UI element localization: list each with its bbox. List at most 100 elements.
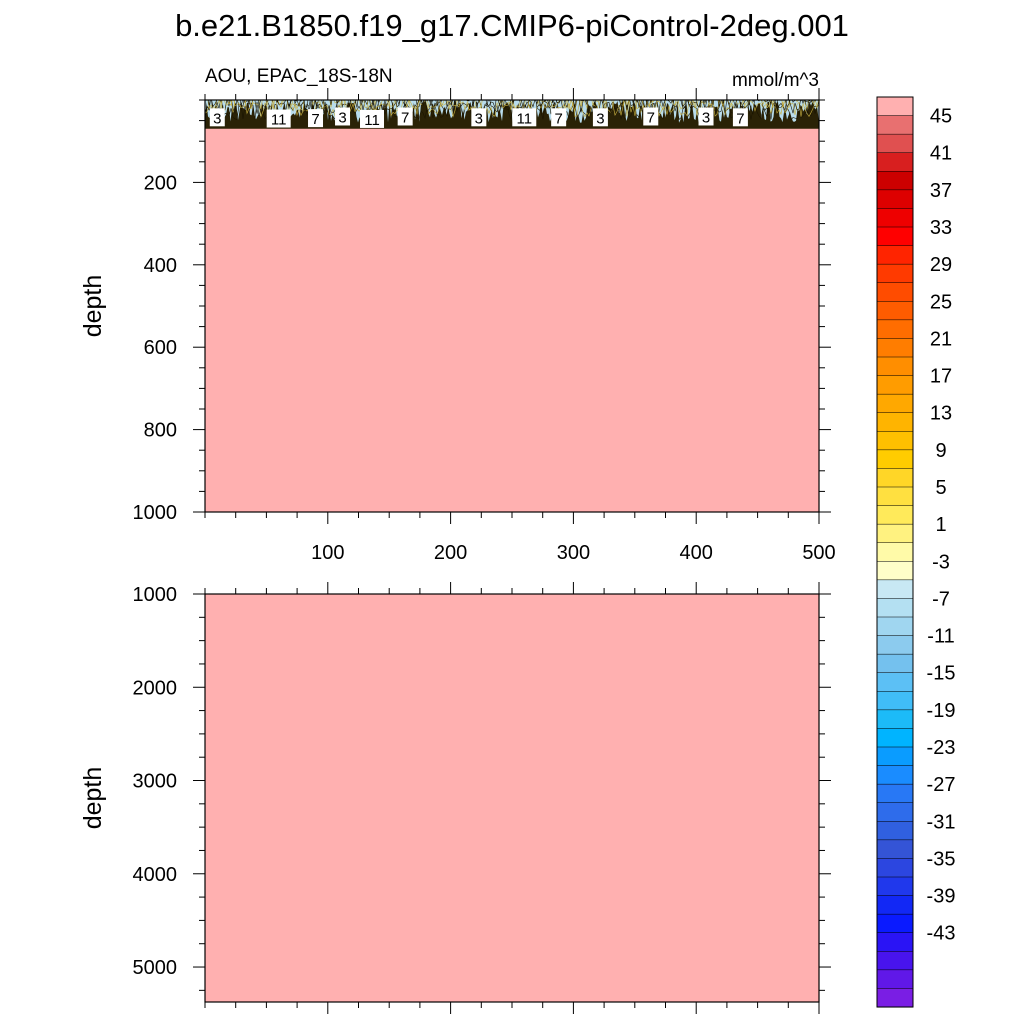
- colorbar-swatch: [876, 561, 914, 581]
- colorbar-swatch: [876, 969, 914, 989]
- colorbar-swatch: [876, 115, 914, 135]
- contour-label: 11: [512, 108, 537, 127]
- contour-label: 7: [732, 108, 748, 127]
- colorbar-label: 45: [930, 106, 952, 128]
- colorbar-label: 17: [930, 366, 952, 388]
- contour-label: 7: [643, 107, 659, 126]
- lower-ylabel: depth: [79, 767, 107, 830]
- contour-label-text: 11: [271, 112, 287, 129]
- colorbar-swatch: [876, 542, 914, 562]
- colorbar-label: 41: [930, 143, 952, 165]
- contour-labels: 3 11 7 3 11 7 3 11 7 3 7 3 7: [209, 107, 748, 129]
- contour-label-text: 7: [736, 110, 744, 127]
- colorbar-swatch: [876, 653, 914, 674]
- colorbar-label: 13: [930, 403, 952, 425]
- colorbar-label: -43: [927, 923, 956, 945]
- upper-left-label: AOU, EPAC_18S-18N: [205, 66, 393, 87]
- upper-axes: 100 200 300 400 500 200 400 600 800 1000: [133, 88, 836, 564]
- colorbar-swatch: [876, 189, 914, 209]
- colorbar-label: 1: [935, 514, 946, 536]
- y-tick-label: 600: [144, 337, 177, 359]
- colorbar-swatch: [876, 691, 914, 711]
- contour-label: 7: [551, 108, 567, 127]
- lower-axes: 1000 2000 3000 4000 5000: [133, 582, 831, 1014]
- contour-label: 3: [209, 108, 225, 127]
- colorbar-swatch: [876, 728, 914, 748]
- contour-label: 3: [698, 107, 714, 126]
- contour-label-text: 11: [516, 110, 532, 127]
- y-tick-label: 1000: [133, 584, 178, 606]
- colorbar-swatch: [876, 393, 914, 414]
- contour-label: 7: [397, 107, 413, 126]
- colorbar-swatch: [876, 579, 914, 599]
- y-tick-label: 1000: [133, 502, 178, 524]
- colorbar-swatch: [876, 988, 914, 1008]
- upper-field: [205, 100, 819, 512]
- contour-label: 3: [335, 107, 351, 126]
- upper-right-label: mmol/m^3: [732, 70, 819, 91]
- contour-label: 3: [592, 108, 608, 127]
- figure-title: b.e21.B1850.f19_g17.CMIP6-piControl-2deg…: [175, 8, 849, 43]
- colorbar-swatch: [876, 301, 914, 321]
- colorbar-swatch: [876, 709, 914, 729]
- contour-line: [205, 100, 816, 109]
- colorbar-swatch: [876, 412, 914, 432]
- colorbar-swatch: [876, 468, 914, 488]
- colorbar-swatch: [876, 598, 914, 618]
- colorbar-label: -3: [932, 551, 950, 573]
- contour-label: 11: [266, 109, 291, 129]
- colorbar-swatch: [876, 449, 914, 469]
- colorbar-swatch: [876, 858, 914, 878]
- colorbar-label: 29: [930, 254, 952, 276]
- colorbar-swatch: [876, 245, 914, 265]
- colorbar-swatch: [876, 152, 914, 172]
- surface-contour-band: [205, 100, 819, 129]
- contour-label-text: 3: [213, 110, 221, 127]
- colorbar-label: -27: [927, 774, 956, 796]
- y-tick-label: 4000: [133, 864, 178, 886]
- contour-label-text: 7: [554, 110, 562, 127]
- lower-panel: 1000 2000 3000 4000 5000 depth: [79, 582, 831, 1014]
- y-tick-label: 200: [144, 172, 177, 194]
- colorbar-label: -7: [932, 588, 950, 610]
- colorbar: 45 41 37 33 29 25 21 17 13 9 5 1 -3 -7 -11 -15 -19 -23 -27…: [876, 96, 956, 1008]
- colorbar-swatch: [876, 486, 914, 507]
- colorbar-swatch: [876, 746, 914, 767]
- colorbar-swatch: [876, 932, 914, 952]
- colorbar-swatch: [876, 171, 914, 191]
- contour-line: [205, 100, 819, 112]
- colorbar-swatch: [876, 263, 914, 284]
- colorbar-swatch: [876, 319, 914, 339]
- colorbar-swatch: [876, 431, 914, 451]
- colorbar-swatch: [876, 133, 914, 154]
- colorbar-swatch: [876, 96, 914, 117]
- colorbar-label: -15: [927, 663, 956, 685]
- colorbar-swatch: [876, 635, 914, 655]
- x-tick-label: 300: [557, 542, 590, 564]
- contour-label-text: 11: [364, 112, 380, 129]
- y-tick-label: 2000: [133, 677, 178, 699]
- surface-contour-fill: [205, 100, 819, 129]
- colorbar-label: 9: [935, 440, 946, 462]
- contour-line: [205, 100, 819, 115]
- y-tick-label: 3000: [133, 771, 178, 793]
- colorbar-label: -39: [927, 886, 956, 908]
- x-tick-label: 400: [680, 542, 713, 564]
- contour-label-text: 3: [596, 110, 604, 127]
- colorbar-swatch: [876, 523, 914, 544]
- y-tick-label: 5000: [133, 957, 178, 979]
- contour-label: 3: [471, 108, 487, 127]
- contour-label: 11: [360, 109, 385, 129]
- colorbar-swatch: [876, 895, 914, 915]
- colorbar-label: -35: [927, 848, 956, 870]
- colorbar-swatch: [876, 338, 914, 358]
- colorbar-swatch: [876, 616, 914, 637]
- colorbar-label: -11: [927, 626, 954, 648]
- contour-label-text: 3: [702, 109, 710, 126]
- colorbar-swatch: [876, 765, 914, 785]
- contour-label-text: 3: [338, 109, 346, 126]
- colorbar-swatch: [876, 356, 914, 377]
- colorbar-swatch: [876, 672, 914, 692]
- y-tick-label: 800: [144, 420, 177, 442]
